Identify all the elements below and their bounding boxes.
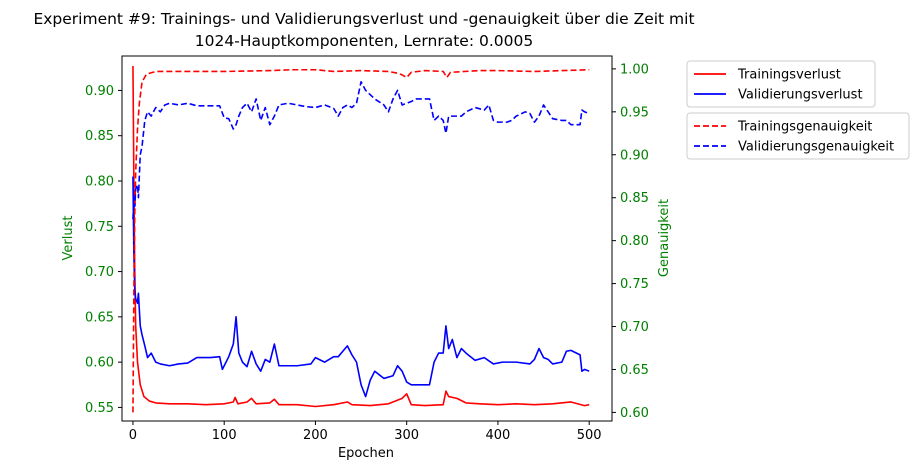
y-axis-left: 0.55 0.60 0.65 0.70 0.75 0.80 0.85 0.90 <box>85 84 122 416</box>
x-tick-label: 200 <box>303 428 328 443</box>
series-line-trainingsverlust <box>132 65 590 408</box>
series-line-validierungsverlust <box>132 176 590 398</box>
y-right-tick-label: 1.00 <box>620 62 649 77</box>
x-tick-label: 500 <box>577 428 602 443</box>
legend-accuracy: Trainingsgenauigkeit Validierungsgenauigk… <box>686 112 910 160</box>
series-lines <box>132 65 590 413</box>
y-left-tick-label: 0.55 <box>85 401 114 416</box>
y-axis-left-label: Verlust <box>61 216 76 261</box>
y-right-tick-label: 0.90 <box>620 148 649 163</box>
y-right-tick-label: 0.95 <box>620 105 649 120</box>
x-axis: 0 100 200 300 400 500 <box>129 421 602 443</box>
y-right-tick-label: 0.70 <box>620 320 649 335</box>
y-left-tick-label: 0.70 <box>85 265 114 280</box>
y-right-tick-label: 0.60 <box>620 406 649 421</box>
x-tick-label: 400 <box>486 428 511 443</box>
y-left-tick-label: 0.90 <box>85 84 114 99</box>
y-left-tick-label: 0.65 <box>85 310 114 325</box>
y-left-tick-label: 0.85 <box>85 129 114 144</box>
y-right-tick-label: 0.75 <box>620 277 649 292</box>
chart-title: Experiment #9: Trainings- und Validierun… <box>33 10 694 28</box>
x-tick-label: 100 <box>212 428 237 443</box>
x-axis-label: Epochen <box>338 446 394 461</box>
legend-accuracy-frame <box>686 112 910 160</box>
chart-subtitle: 1024-Hauptkomponenten, Lernrate: 0.0005 <box>195 32 533 50</box>
legend-label: Validierungsgenauigkeit <box>738 140 894 155</box>
legend-loss-frame <box>686 60 876 108</box>
legend-label: Trainingsverlust <box>737 68 841 83</box>
y-axis-right: 0.60 0.65 0.70 0.75 0.80 0.85 0.90 0.95 1.00 <box>612 62 649 421</box>
y-left-tick-label: 0.75 <box>85 220 114 235</box>
series-line-trainingsgenauigkeit <box>132 68 590 413</box>
legend-label: Trainingsgenauigkeit <box>737 120 872 135</box>
y-right-tick-label: 0.65 <box>620 363 649 378</box>
y-axis-right-label: Genauigkeit <box>657 199 672 277</box>
y-right-tick-label: 0.80 <box>620 234 649 249</box>
plot-area <box>121 55 613 422</box>
y-right-tick-label: 0.85 <box>620 191 649 206</box>
y-left-tick-label: 0.60 <box>85 356 114 371</box>
legend-label: Validierungsverlust <box>738 88 863 103</box>
series-line-validierungsgenauigkeit <box>132 80 590 220</box>
legend-loss: Trainingsverlust Validierungsverlust <box>686 60 876 108</box>
plot-frame <box>121 55 613 422</box>
y-left-tick-label: 0.80 <box>85 174 114 189</box>
x-tick-label: 300 <box>394 428 419 443</box>
x-tick-label: 0 <box>129 428 137 443</box>
